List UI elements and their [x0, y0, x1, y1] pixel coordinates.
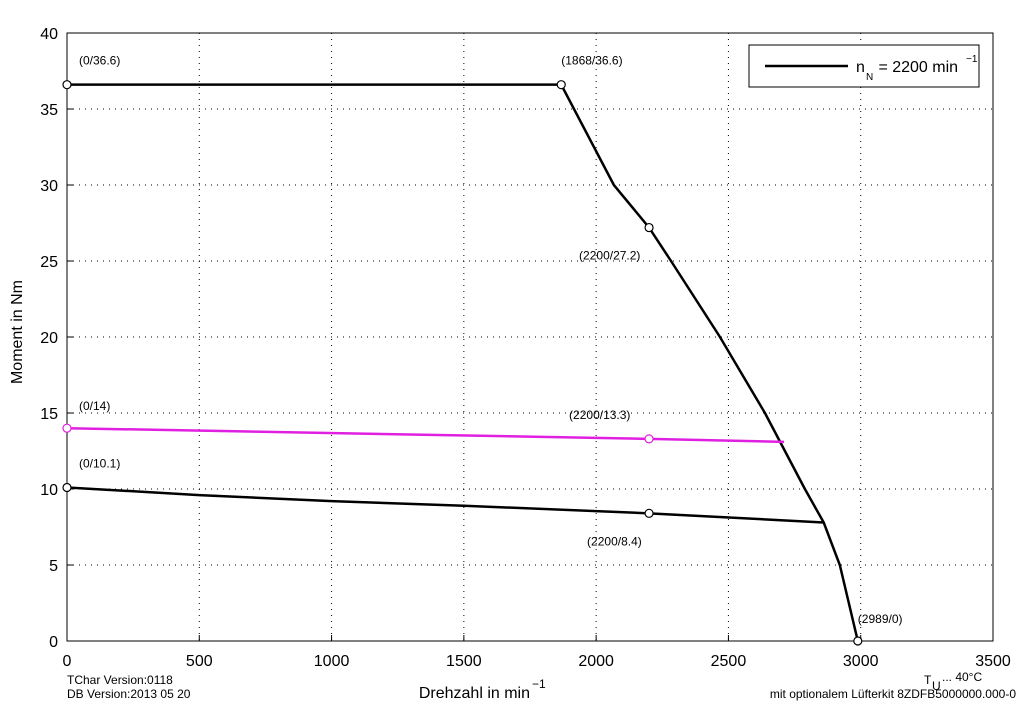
y-tick-label: 10 — [40, 482, 58, 499]
y-tick-label: 20 — [40, 330, 58, 347]
legend-label: n — [856, 59, 865, 76]
x-tick-label: 3000 — [843, 653, 879, 670]
line-series — [66, 486, 824, 524]
point-label: (2200/8.4) — [587, 534, 642, 548]
point-marker — [62, 423, 72, 433]
point-label: (1868/36.6) — [561, 54, 622, 68]
point-marker — [644, 222, 654, 233]
y-axis-label: Moment in Nm — [9, 280, 26, 384]
x-tick-label: 0 — [63, 653, 72, 670]
footer-temp: T — [924, 673, 932, 687]
point-label: (0/14) — [79, 399, 110, 413]
point-marker — [62, 482, 72, 493]
point-label: (0/10.1) — [79, 456, 120, 470]
footer-temp-sub: U — [932, 679, 941, 693]
point-label: (0/36.6) — [79, 54, 120, 68]
point-marker — [644, 434, 654, 444]
x-axis-label: Drehzahl in min — [419, 685, 530, 702]
footer-option: mit optionalem Lüfterkit 8ZDFB5000000.00… — [770, 687, 1016, 701]
point-label: (2200/27.2) — [579, 249, 640, 263]
legend-label-sup: −1 — [966, 54, 978, 65]
footer-left: DB Version:2013 05 20 — [67, 687, 191, 701]
y-tick-label: 5 — [49, 558, 58, 575]
x-tick-label: 3500 — [975, 653, 1011, 670]
point-marker — [853, 636, 863, 646]
y-tick-label: 15 — [40, 406, 58, 423]
y-tick-label: 25 — [40, 254, 58, 271]
y-tick-label: 30 — [40, 178, 58, 195]
point-marker — [62, 80, 72, 90]
y-tick-label: 35 — [40, 102, 58, 119]
x-tick-label: 500 — [186, 653, 213, 670]
footer-temp-rest: ... 40°C — [942, 670, 982, 684]
x-axis-label-sup: −1 — [532, 677, 546, 691]
x-tick-label: 1500 — [446, 653, 482, 670]
x-tick-label: 2500 — [711, 653, 747, 670]
line-series — [67, 83, 860, 642]
legend-label: = 2200 min — [874, 59, 958, 76]
legend-label-sub: N — [866, 72, 873, 83]
point-label: (2200/13.3) — [569, 408, 630, 422]
x-tick-label: 2000 — [578, 653, 614, 670]
point-marker — [644, 508, 654, 518]
footer-left: TChar Version:0118 — [67, 673, 173, 687]
point-label: (2989/0) — [858, 612, 903, 626]
x-tick-label: 1000 — [314, 653, 350, 670]
y-tick-label: 40 — [40, 26, 58, 43]
point-marker — [556, 80, 566, 90]
y-tick-label: 0 — [49, 634, 58, 651]
